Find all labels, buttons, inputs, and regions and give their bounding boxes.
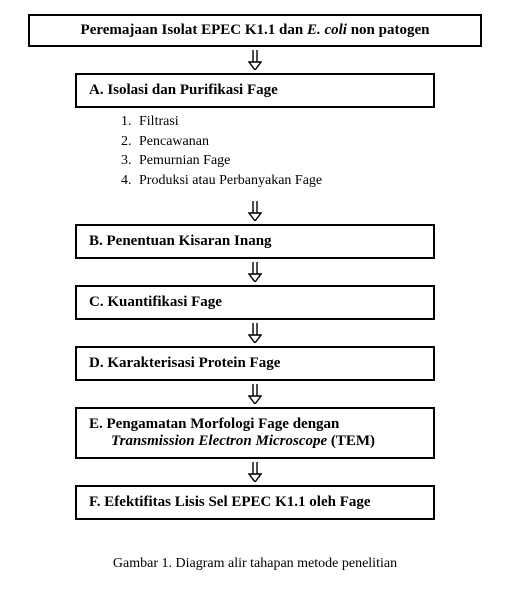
box-a: A. Isolasi dan Purifikasi Fage: [75, 73, 435, 108]
arrow-down-icon: [248, 323, 262, 343]
list-item: 1.Filtrasi: [117, 112, 435, 132]
box-a-title: A. Isolasi dan Purifikasi Fage: [89, 82, 278, 98]
box-d: D. Karakterisasi Protein Fage: [75, 346, 435, 381]
arrow-down-icon: [248, 50, 262, 70]
arrow-down-icon: [248, 201, 262, 221]
list-item: 3.Pemurnian Fage: [117, 151, 435, 171]
box-f-title: F. Efektifitas Lisis Sel EPEC K1.1 oleh …: [89, 494, 371, 510]
arrow-down-icon: [248, 384, 262, 404]
box-top-prefix: Peremajaan Isolat EPEC K1.1 dan: [81, 22, 307, 38]
arrow-down-icon: [248, 262, 262, 282]
box-top-italic: E. coli: [307, 22, 347, 38]
box-c: C. Kuantifikasi Fage: [75, 285, 435, 320]
box-b: B. Penentuan Kisaran Inang: [75, 224, 435, 259]
box-e: E. Pengamatan Morfologi Fage dengan Tran…: [75, 407, 435, 459]
box-b-title: B. Penentuan Kisaran Inang: [89, 233, 272, 249]
box-d-title: D. Karakterisasi Protein Fage: [89, 355, 280, 371]
list-item: 2.Pencawanan: [117, 132, 435, 152]
box-e-line1: E. Pengamatan Morfologi Fage dengan: [89, 416, 421, 433]
list-a: 1.Filtrasi 2.Pencawanan 3.Pemurnian Fage…: [75, 112, 435, 190]
list-item: 4.Produksi atau Perbanyakan Fage: [117, 171, 435, 191]
box-f: F. Efektifitas Lisis Sel EPEC K1.1 oleh …: [75, 485, 435, 520]
flowchart: Peremajaan Isolat EPEC K1.1 dan E. coli …: [0, 0, 510, 572]
box-c-title: C. Kuantifikasi Fage: [89, 294, 222, 310]
arrow-down-icon: [248, 462, 262, 482]
box-top-suffix: non patogen: [347, 22, 430, 38]
box-top: Peremajaan Isolat EPEC K1.1 dan E. coli …: [28, 14, 482, 47]
box-e-line2: Transmission Electron Microscope (TEM): [89, 433, 421, 450]
figure-caption: Gambar 1. Diagram alir tahapan metode pe…: [28, 556, 482, 572]
